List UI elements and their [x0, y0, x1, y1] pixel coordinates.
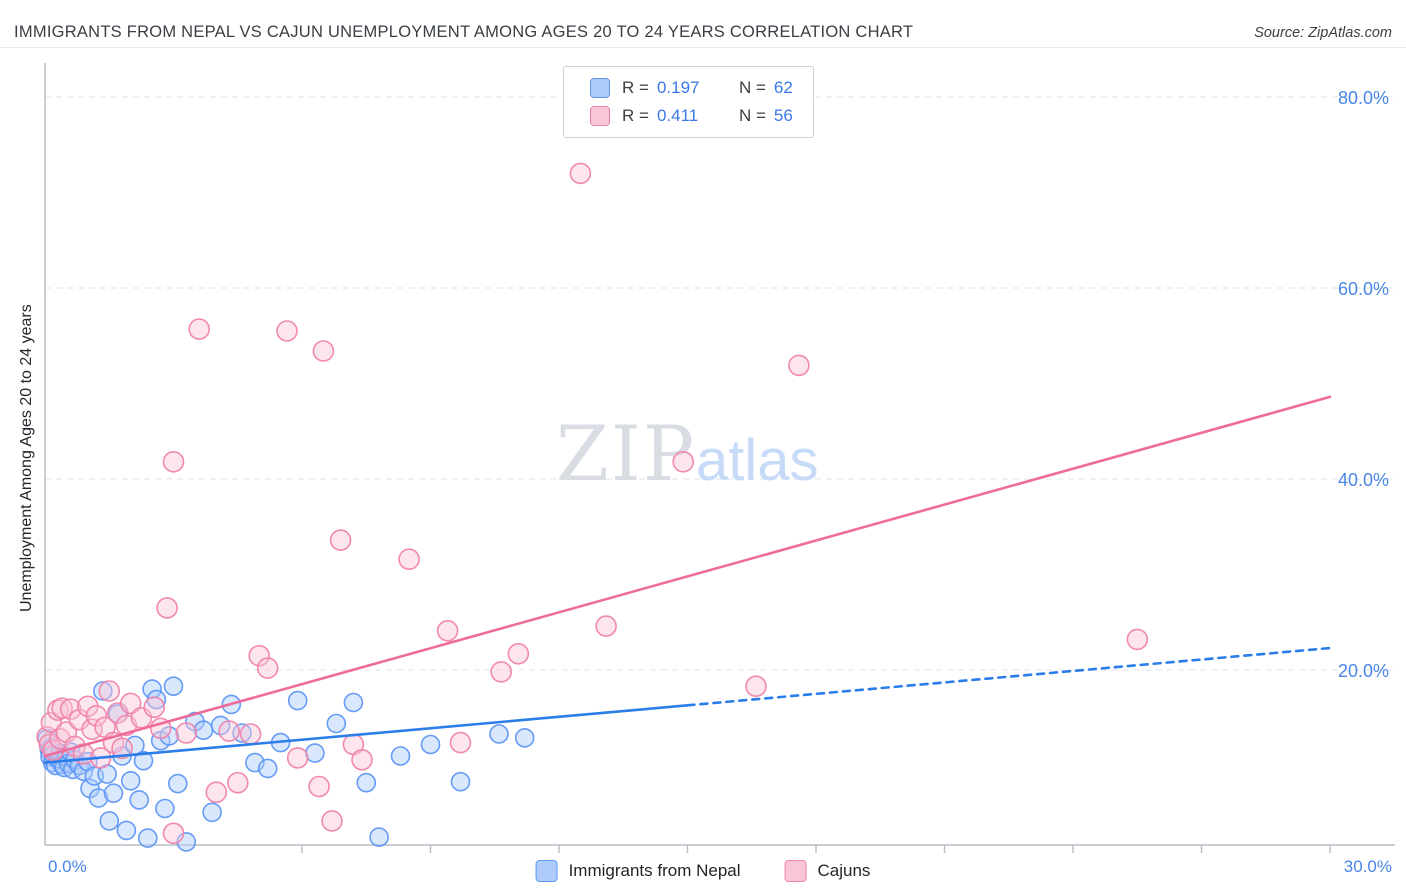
data-point-nepal	[420, 734, 441, 755]
data-point-nepal	[133, 750, 154, 771]
data-point-nepal	[73, 761, 94, 782]
data-point-nepal	[129, 790, 149, 810]
cajun-legend-swatch	[784, 860, 807, 882]
trend-line-nepal-extrapolated	[686, 646, 1332, 707]
data-point-nepal	[120, 770, 141, 791]
data-point-cajun	[162, 450, 185, 473]
data-point-cajun	[248, 644, 271, 667]
data-point-cajun	[398, 548, 420, 571]
y-tick-label: 80.0%	[1338, 88, 1389, 108]
y-axis-label: Unemployment Among Ages 20 to 24 years	[18, 304, 35, 612]
legend-item-cajuns: Cajuns	[784, 860, 871, 882]
data-point-nepal	[193, 720, 214, 741]
data-point-nepal	[369, 827, 389, 847]
data-point-nepal	[450, 771, 471, 792]
correlation-legend: R = 0.197 N = 62 R = 0.411 N = 56	[563, 66, 814, 138]
data-point-cajun	[595, 615, 617, 637]
data-point-cajun	[205, 781, 228, 804]
data-point-cajun	[286, 747, 309, 769]
data-point-cajun	[162, 822, 185, 845]
data-point-nepal	[99, 811, 120, 831]
data-point-nepal	[138, 828, 158, 848]
data-point-cajun	[239, 723, 262, 745]
data-point-cajun	[188, 318, 210, 340]
data-point-cajun	[351, 748, 373, 771]
data-point-nepal	[489, 724, 509, 744]
n-label: N =	[738, 78, 766, 97]
data-point-cajun	[85, 704, 108, 727]
legend-label-nepal: Immigrants from Nepal	[568, 861, 741, 880]
data-point-nepal	[390, 746, 411, 766]
header: IMMIGRANTS FROM NEPAL VS CAJUN UNEMPLOYM…	[0, 0, 1406, 48]
r-value-nepal: 0.197	[656, 78, 700, 97]
data-point-cajun	[51, 697, 73, 720]
legend-row-nepal: R = 0.197 N = 62	[590, 78, 793, 98]
data-point-nepal	[287, 690, 308, 711]
data-point-nepal	[155, 798, 175, 819]
data-point-cajun	[218, 720, 240, 742]
data-point-nepal	[343, 692, 364, 713]
data-point-cajun	[156, 597, 178, 619]
data-point-cajun	[256, 657, 279, 679]
data-point-nepal	[514, 727, 535, 748]
x-tick-label-max: 30.0%	[1344, 857, 1392, 876]
legend-item-nepal: Immigrants from Nepal	[535, 860, 741, 882]
data-point-cajun	[111, 737, 133, 760]
n-label: N =	[738, 106, 766, 125]
data-point-cajun	[449, 731, 472, 754]
r-label: R =	[622, 106, 649, 125]
data-point-cajun	[119, 692, 142, 715]
x-tick-label-min: 0.0%	[48, 857, 87, 876]
data-point-nepal	[103, 783, 124, 804]
data-point-nepal	[356, 772, 377, 793]
r-value-cajuns: 0.411	[656, 106, 699, 125]
data-point-cajun	[788, 354, 810, 377]
data-point-cajun	[490, 661, 513, 683]
legend-label-cajuns: Cajuns	[817, 861, 871, 880]
y-tick-label: 40.0%	[1338, 470, 1389, 490]
data-point-nepal	[305, 743, 325, 763]
data-point-nepal	[163, 676, 184, 697]
chart-title: IMMIGRANTS FROM NEPAL VS CAJUN UNEMPLOYM…	[14, 23, 914, 41]
data-point-cajun	[312, 340, 335, 362]
data-point-nepal	[88, 788, 109, 808]
cajun-legend-swatch	[590, 106, 610, 126]
data-point-cajun	[329, 529, 352, 551]
data-point-cajun	[745, 675, 767, 698]
data-point-nepal	[257, 758, 278, 779]
n-value-cajuns: 56	[773, 106, 793, 125]
data-point-cajun	[1126, 628, 1149, 651]
legend-row-cajuns: R = 0.411 N = 56	[590, 106, 793, 126]
data-point-nepal	[168, 773, 188, 794]
data-point-cajun	[98, 680, 121, 702]
y-tick-label: 60.0%	[1338, 279, 1389, 299]
nepal-legend-swatch	[535, 860, 558, 882]
data-point-cajun	[507, 642, 530, 665]
source-attribution[interactable]: Source: ZipAtlas.com	[1254, 25, 1392, 41]
trend-line-nepal	[43, 704, 689, 764]
series-legend: Immigrants from Nepal Cajuns	[535, 860, 871, 882]
data-point-nepal	[202, 802, 222, 823]
y-tick-label: 20.0%	[1338, 661, 1389, 681]
data-point-cajun	[143, 696, 165, 719]
data-point-cajun	[321, 810, 343, 832]
zipatlas-watermark: ZIPatlas	[556, 409, 818, 498]
data-point-nepal	[326, 713, 347, 734]
data-point-nepal	[159, 726, 179, 746]
trend-line-cajun	[43, 395, 1332, 758]
nepal-legend-swatch	[590, 78, 610, 98]
data-point-nepal	[116, 820, 137, 841]
data-point-cajun	[308, 775, 330, 798]
data-point-cajun	[227, 771, 249, 794]
data-point-cajun	[436, 619, 459, 642]
data-point-cajun	[569, 162, 592, 185]
n-value-nepal: 62	[773, 78, 793, 97]
data-point-cajun	[276, 320, 298, 342]
r-label: R =	[622, 78, 649, 97]
data-point-nepal	[93, 681, 113, 701]
data-point-cajun	[175, 722, 198, 744]
data-point-cajun	[672, 450, 695, 473]
